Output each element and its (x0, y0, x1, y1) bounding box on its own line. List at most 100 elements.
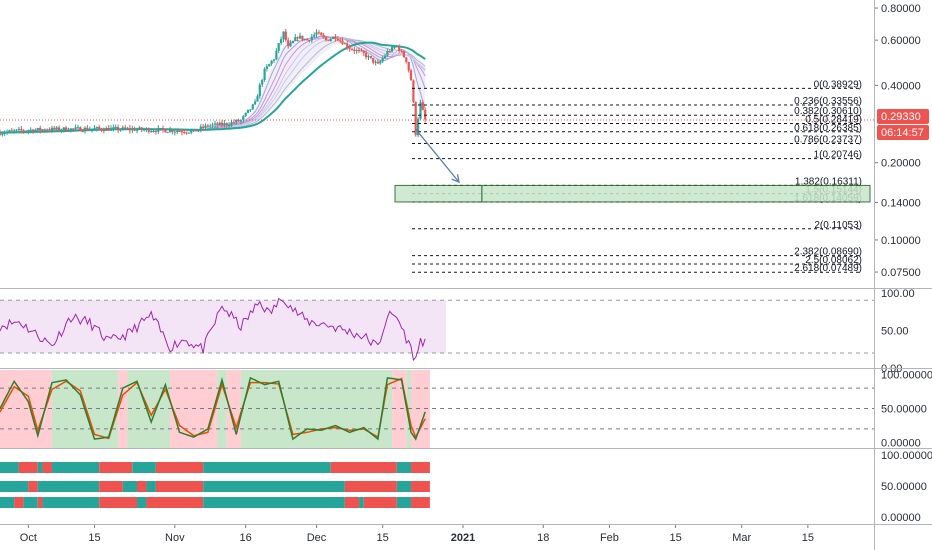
candle-body (414, 102, 417, 136)
candle-body (157, 128, 160, 132)
trend-bar-segment (51, 462, 100, 473)
candle-body (166, 132, 169, 134)
candle-body (334, 36, 337, 39)
candle-body (360, 50, 363, 52)
candle-body (79, 127, 82, 132)
time-axis-label: 15 (669, 532, 681, 544)
candle-body (417, 118, 420, 136)
stoch-axis-label: 0.00000 (881, 438, 921, 450)
price-pane[interactable]: 0.80000 0.60000 0.40000 0.20000 0.14000 0.100… (0, 3, 921, 279)
candle-body (190, 130, 193, 133)
candle-body (216, 123, 219, 126)
trend-bar-segment (132, 462, 156, 473)
trend-bars-pane[interactable]: 100.00000 50.00000 0.00000 (0, 450, 932, 524)
trend-bar-segment (396, 462, 412, 473)
fib-level-label: 0(0.38929) (814, 79, 862, 90)
trend-bar-segment (42, 497, 100, 508)
candle-body (421, 102, 424, 110)
candle-body (10, 130, 13, 132)
price-axis-label: 0.80000 (881, 3, 921, 15)
candle-body (346, 43, 349, 48)
candle-body (291, 41, 294, 43)
candle-body (322, 35, 325, 38)
trend-bar-segment (411, 497, 430, 508)
stoch-axis-label: 50.00000 (881, 404, 927, 416)
trend-bar-segment (411, 462, 430, 473)
candle-body (27, 130, 30, 132)
rsi-line (0, 297, 426, 361)
candle-body (183, 132, 186, 133)
trend-bar-segment (137, 481, 147, 492)
candle-body (15, 129, 18, 131)
candle-body (171, 129, 174, 133)
time-axis-label: 15 (88, 532, 100, 544)
candle-body (237, 120, 240, 122)
candle-body (391, 46, 394, 52)
stoch-k-line (0, 376, 426, 441)
candle-body (313, 34, 316, 37)
time-axis[interactable]: Oct 15 Nov 16 Dec 15 2021 18 Feb 15 Mar 15 (20, 524, 814, 544)
candle-body (211, 124, 214, 126)
candle-body (232, 122, 235, 124)
trend-bar-segment (146, 481, 156, 492)
candle-body (143, 129, 146, 131)
candle-body (357, 50, 361, 52)
candle-body (58, 127, 61, 131)
candle-body (13, 130, 16, 132)
candle-body (294, 37, 297, 41)
candle-body (140, 127, 143, 130)
candle-body (195, 129, 198, 132)
candle-body (176, 131, 179, 132)
candle-body (32, 129, 35, 132)
candle-body (83, 127, 87, 132)
candle-body (348, 47, 351, 49)
candle-body (22, 130, 25, 132)
candle-body (192, 129, 195, 131)
candle-body (383, 55, 387, 59)
trend-bar-segment (344, 481, 397, 492)
trend-bar-segment (203, 497, 345, 508)
trend-axis-label: 50.00000 (881, 481, 927, 493)
time-axis-label: 15 (802, 532, 814, 544)
candle-body (228, 125, 231, 127)
trend-bar-segment (396, 497, 412, 508)
candle-body (235, 120, 238, 123)
candle-body (220, 122, 224, 126)
fib-level-label: 0.786(0.23737) (794, 135, 862, 146)
candle-body (154, 131, 157, 132)
candle-body (135, 129, 139, 131)
candle-body (133, 128, 136, 131)
fib-level-label: 0.5(0.28419) (805, 114, 862, 125)
candle-body (41, 129, 44, 131)
candle-body (109, 128, 113, 131)
candle-body (88, 129, 91, 131)
candle-body (343, 43, 346, 45)
trend-bar-segment (363, 497, 397, 508)
candle-body (372, 57, 375, 63)
candle-body (74, 127, 77, 129)
candle-body (100, 128, 103, 131)
candle-body (138, 127, 141, 130)
candle-body (289, 43, 292, 47)
candle-body (324, 37, 328, 40)
trend-bar-segment (411, 481, 430, 492)
candle-body (369, 56, 372, 58)
candle-body (251, 104, 254, 110)
countdown-badge-label: 06:14:57 (881, 127, 924, 139)
candle-body (303, 39, 306, 40)
trend-bar-segment (0, 462, 19, 473)
candle-body (48, 130, 51, 132)
candle-body (161, 128, 165, 130)
candle-body (400, 51, 403, 53)
time-axis-label: 18 (537, 532, 549, 544)
trend-bar-segment (37, 462, 43, 473)
candle-body (178, 131, 181, 132)
candle-body (46, 130, 49, 132)
stochastic-pane[interactable]: 100.00000 50.00000 0.00000 (0, 369, 932, 450)
candle-body (50, 127, 54, 131)
candle-body (388, 51, 391, 52)
fib-level-label: 0.618(0.26385) (794, 123, 862, 134)
trend-bar-segment (28, 481, 38, 492)
